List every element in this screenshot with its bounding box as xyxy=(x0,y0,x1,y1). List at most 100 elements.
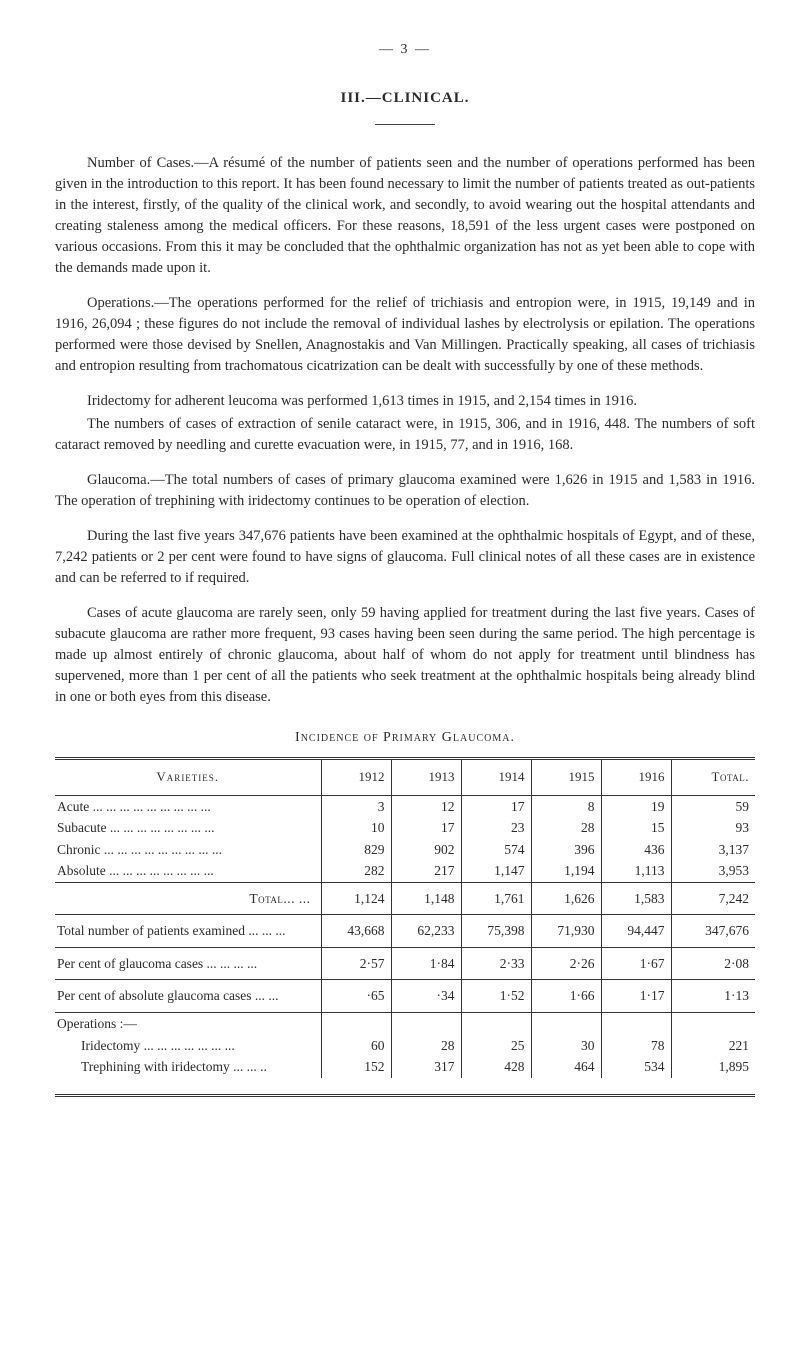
incidence-table: Varieties. 1912 1913 1914 1915 1916 Tota… xyxy=(55,757,755,1097)
cell: 152 xyxy=(321,1056,391,1078)
cell: 1,583 xyxy=(601,882,671,915)
cell: 3,137 xyxy=(671,839,755,861)
cell: 1,761 xyxy=(461,882,531,915)
col-varieties: Varieties. xyxy=(55,758,321,795)
para-iridectomy: Iridectomy for adherent leucoma was perf… xyxy=(55,391,755,412)
table-row-iridectomy: Iridectomy ... ... ... ... ... ... ... 6… xyxy=(55,1035,755,1057)
cell: 1,626 xyxy=(531,882,601,915)
row-label: Trephining with iridectomy ... ... .. xyxy=(55,1056,321,1078)
col-total: Total. xyxy=(671,758,755,795)
para-operations: Operations.—The operations performed for… xyxy=(55,293,755,377)
cell: 1·66 xyxy=(531,980,601,1013)
cell: 2·33 xyxy=(461,947,531,980)
cell: 28 xyxy=(531,817,601,839)
cell: 93 xyxy=(671,817,755,839)
cell: 30 xyxy=(531,1035,601,1057)
table-row: Chronic ... ... ... ... ... ... ... ... … xyxy=(55,839,755,861)
cell: 17 xyxy=(461,795,531,817)
cell: 902 xyxy=(391,839,461,861)
table-row-total-patients: Total number of patients examined ... ..… xyxy=(55,915,755,948)
cell: 1,124 xyxy=(321,882,391,915)
col-1913: 1913 xyxy=(391,758,461,795)
page-number: — 3 — xyxy=(55,40,755,60)
cell: 78 xyxy=(601,1035,671,1057)
cell: 436 xyxy=(601,839,671,861)
cell: 1,895 xyxy=(671,1056,755,1078)
cell: 534 xyxy=(601,1056,671,1078)
para-glaucoma-acute: Cases of acute glaucoma are rarely seen,… xyxy=(55,603,755,708)
col-1914: 1914 xyxy=(461,758,531,795)
cell: 347,676 xyxy=(671,915,755,948)
cell: 43,668 xyxy=(321,915,391,948)
cell: 15 xyxy=(601,817,671,839)
table-row: Subacute ... ... ... ... ... ... ... ...… xyxy=(55,817,755,839)
cell: 62,233 xyxy=(391,915,461,948)
cell: 10 xyxy=(321,817,391,839)
row-label: Per cent of glaucoma cases ... ... ... .… xyxy=(55,947,321,980)
cell: 1,113 xyxy=(601,860,671,882)
cell: 1,194 xyxy=(531,860,601,882)
row-label: Total number of patients examined ... ..… xyxy=(55,915,321,948)
cell: 17 xyxy=(391,817,461,839)
col-1915: 1915 xyxy=(531,758,601,795)
cell: 221 xyxy=(671,1035,755,1057)
cell: 1·17 xyxy=(601,980,671,1013)
cell: 3 xyxy=(321,795,391,817)
para-glaucoma-intro: Glaucoma.—The total numbers of cases of … xyxy=(55,470,755,512)
para-cataract: The numbers of cases of extraction of se… xyxy=(55,414,755,456)
table-row-ops-header: Operations :— xyxy=(55,1013,755,1035)
cell: 1·67 xyxy=(601,947,671,980)
cell: 2·57 xyxy=(321,947,391,980)
row-label: Chronic ... ... ... ... ... ... ... ... … xyxy=(55,839,321,861)
cell: 59 xyxy=(671,795,755,817)
ops-header: Operations :— xyxy=(55,1013,321,1035)
total-label: Total... ... xyxy=(249,891,310,906)
row-label: Iridectomy ... ... ... ... ... ... ... xyxy=(55,1035,321,1057)
cell: 396 xyxy=(531,839,601,861)
cell: 7,242 xyxy=(671,882,755,915)
row-label: Subacute ... ... ... ... ... ... ... ... xyxy=(55,817,321,839)
cell: 23 xyxy=(461,817,531,839)
cell: 28 xyxy=(391,1035,461,1057)
title-underline xyxy=(375,124,435,125)
table-row-trephining: Trephining with iridectomy ... ... .. 15… xyxy=(55,1056,755,1078)
cell: 75,398 xyxy=(461,915,531,948)
cell: 71,930 xyxy=(531,915,601,948)
table-row: Absolute ... ... ... ... ... ... ... ...… xyxy=(55,860,755,882)
table-row-pct-absolute: Per cent of absolute glaucoma cases ... … xyxy=(55,980,755,1013)
para-glaucoma-stats: During the last five years 347,676 patie… xyxy=(55,526,755,589)
table-row: Acute ... ... ... ... ... ... ... ... ..… xyxy=(55,795,755,817)
cell: 464 xyxy=(531,1056,601,1078)
cell: 574 xyxy=(461,839,531,861)
cell: 60 xyxy=(321,1035,391,1057)
para-number-of-cases: Number of Cases.—A résumé of the number … xyxy=(55,153,755,279)
cell: 2·08 xyxy=(671,947,755,980)
row-label: Absolute ... ... ... ... ... ... ... ... xyxy=(55,860,321,882)
cell: 1·13 xyxy=(671,980,755,1013)
cell: 3,953 xyxy=(671,860,755,882)
cell: 19 xyxy=(601,795,671,817)
col-1916: 1916 xyxy=(601,758,671,795)
cell: 1·84 xyxy=(391,947,461,980)
section-title: III.—CLINICAL. xyxy=(55,88,755,110)
cell: 94,447 xyxy=(601,915,671,948)
row-label: Per cent of absolute glaucoma cases ... … xyxy=(55,980,321,1013)
col-1912: 1912 xyxy=(321,758,391,795)
cell: 12 xyxy=(391,795,461,817)
table-title: Incidence of Primary Glaucoma. xyxy=(55,728,755,748)
cell: 25 xyxy=(461,1035,531,1057)
cell: 1,148 xyxy=(391,882,461,915)
table-row-total: Total... ... 1,124 1,148 1,761 1,626 1,5… xyxy=(55,882,755,915)
row-label: Acute ... ... ... ... ... ... ... ... ..… xyxy=(55,795,321,817)
table-row-pct-glaucoma: Per cent of glaucoma cases ... ... ... .… xyxy=(55,947,755,980)
cell: 428 xyxy=(461,1056,531,1078)
cell: 8 xyxy=(531,795,601,817)
cell: 2·26 xyxy=(531,947,601,980)
cell: 829 xyxy=(321,839,391,861)
cell: 217 xyxy=(391,860,461,882)
cell: 1,147 xyxy=(461,860,531,882)
cell: ·65 xyxy=(321,980,391,1013)
cell: 282 xyxy=(321,860,391,882)
cell: 317 xyxy=(391,1056,461,1078)
cell: ·34 xyxy=(391,980,461,1013)
